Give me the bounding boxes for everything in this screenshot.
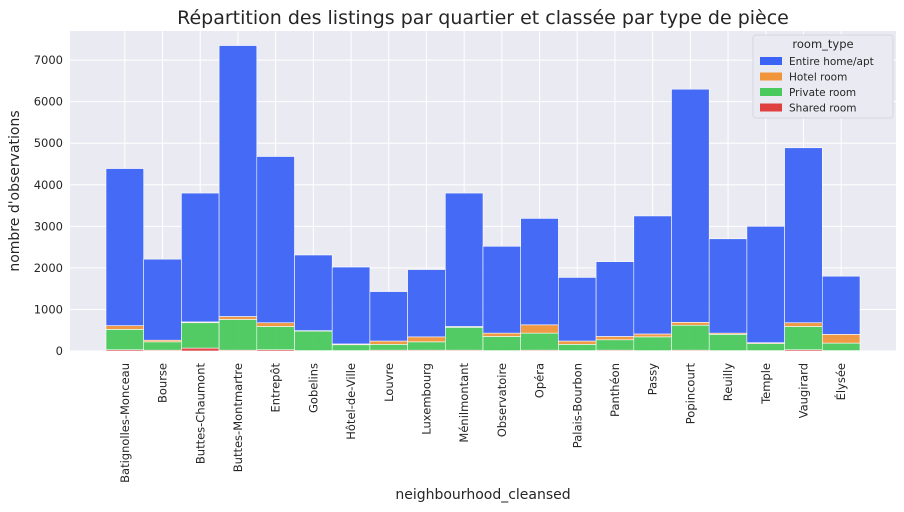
bar-segment-hotel-room bbox=[785, 323, 823, 327]
bar-segment-entire-home-apt bbox=[822, 276, 860, 334]
bar-segment-entire-home-apt bbox=[181, 193, 219, 322]
bar-segment-entire-home-apt bbox=[257, 157, 295, 323]
bar-segment-private-room bbox=[709, 334, 747, 350]
bar-segment-private-room bbox=[370, 344, 408, 350]
y-tick-label: 0 bbox=[56, 344, 63, 358]
bar-segment-private-room bbox=[106, 329, 144, 349]
bar-segment-entire-home-apt bbox=[672, 89, 710, 322]
x-tick-label: Opéra bbox=[533, 363, 547, 398]
bar-segment-entire-home-apt bbox=[106, 169, 144, 326]
bar-segment-hotel-room bbox=[822, 334, 860, 343]
bar-segment-entire-home-apt bbox=[370, 292, 408, 341]
bar-segment-entire-home-apt bbox=[144, 259, 182, 340]
x-tick-label: Élysée bbox=[833, 363, 848, 400]
bar-segment-entire-home-apt bbox=[295, 255, 333, 331]
bar-segment-private-room bbox=[596, 340, 634, 350]
x-tick-label: Palais-Bourbon bbox=[570, 363, 584, 448]
bar-segment-private-room bbox=[408, 342, 446, 350]
bar-segment-entire-home-apt bbox=[709, 239, 747, 333]
legend-title: room_type bbox=[792, 37, 853, 51]
legend-swatch bbox=[760, 104, 782, 112]
y-tick-label: 3000 bbox=[34, 219, 63, 233]
bar-segment-private-room bbox=[332, 345, 370, 351]
y-tick-label: 4000 bbox=[34, 178, 63, 192]
bar-segment-private-room bbox=[785, 326, 823, 349]
x-tick-label: Hôtel-de-Ville bbox=[344, 363, 358, 440]
bar-segment-entire-home-apt bbox=[747, 226, 785, 342]
bar-segment-private-room bbox=[521, 333, 559, 350]
bar-segment-hotel-room bbox=[596, 336, 634, 339]
bar-segment-private-room bbox=[634, 337, 672, 351]
bar-segment-hotel-room bbox=[370, 341, 408, 344]
bar-segment-private-room bbox=[747, 344, 785, 351]
bar-segment-entire-home-apt bbox=[596, 262, 634, 337]
x-tick-label: Popincourt bbox=[683, 363, 697, 425]
bar-segment-entire-home-apt bbox=[785, 148, 823, 323]
y-tick-label: 1000 bbox=[34, 302, 63, 316]
y-axis-label: nombre d'observations bbox=[7, 110, 23, 271]
x-tick-label: Reuilly bbox=[721, 363, 735, 401]
x-tick-label: Batignolles-Monceau bbox=[118, 363, 132, 483]
bar-segment-entire-home-apt bbox=[332, 267, 370, 344]
bar-segment-hotel-room bbox=[483, 333, 521, 336]
x-tick-label: Panthéon bbox=[608, 363, 622, 417]
bar-segment-hotel-room bbox=[257, 323, 295, 327]
bar-segment-private-room bbox=[445, 327, 483, 350]
bar-segment-private-room bbox=[822, 343, 860, 350]
bar-segment-hotel-room bbox=[558, 341, 596, 344]
x-tick-label: Bourse bbox=[156, 363, 170, 403]
legend-swatch bbox=[760, 73, 782, 81]
x-tick-label: Buttes-Montmartre bbox=[231, 363, 245, 472]
legend-label: Entire home/apt bbox=[789, 56, 874, 68]
x-tick-label: Ménilmontant bbox=[457, 363, 471, 443]
x-tick-label: Buttes-Chaumont bbox=[193, 363, 207, 465]
x-tick-label: Luxembourg bbox=[419, 363, 433, 435]
legend-label: Hotel room bbox=[789, 72, 847, 84]
bar-segment-hotel-room bbox=[672, 322, 710, 325]
bar-segment-entire-home-apt bbox=[408, 270, 446, 337]
bar-segment-entire-home-apt bbox=[219, 46, 257, 317]
bar-segment-private-room bbox=[558, 344, 596, 350]
bar-segment-entire-home-apt bbox=[483, 246, 521, 333]
x-tick-label: Observatoire bbox=[495, 363, 509, 437]
chart-title: Répartition des listings par quartier et… bbox=[177, 7, 789, 29]
legend-label: Private room bbox=[789, 87, 856, 99]
bar-segment-entire-home-apt bbox=[634, 216, 672, 334]
legend-swatch bbox=[760, 88, 782, 96]
bar-segment-private-room bbox=[257, 326, 295, 349]
y-tick-label: 5000 bbox=[34, 136, 63, 150]
legend-label: Shared room bbox=[789, 103, 856, 115]
bar-segment-entire-home-apt bbox=[558, 277, 596, 341]
y-tick-label: 6000 bbox=[34, 95, 63, 109]
bar-segment-private-room bbox=[672, 325, 710, 350]
x-tick-label: Gobelins bbox=[306, 363, 320, 413]
bar-segment-entire-home-apt bbox=[521, 218, 559, 324]
bar-segment-entire-home-apt bbox=[445, 193, 483, 326]
bar-segment-hotel-room bbox=[634, 334, 672, 337]
x-tick-label: Louvre bbox=[382, 363, 396, 402]
y-tick-label: 7000 bbox=[34, 53, 63, 67]
x-tick-label: Entrepôt bbox=[269, 363, 283, 413]
bar-segment-private-room bbox=[181, 323, 219, 348]
legend-swatch bbox=[760, 57, 782, 65]
bar-segment-private-room bbox=[295, 331, 333, 351]
bar-segment-hotel-room bbox=[408, 337, 446, 342]
bar-segment-private-room bbox=[219, 319, 257, 350]
y-tick-label: 2000 bbox=[34, 261, 63, 275]
x-tick-label: Temple bbox=[759, 363, 773, 405]
x-tick-label: Passy bbox=[646, 363, 660, 395]
bar-segment-private-room bbox=[483, 336, 521, 350]
bar-segment-hotel-room bbox=[521, 325, 559, 333]
bar-segment-shared-room bbox=[181, 348, 219, 351]
bar-segment-private-room bbox=[144, 342, 182, 350]
x-axis-label: neighbourhood_cleansed bbox=[395, 487, 570, 503]
x-tick-label: Vaugirard bbox=[796, 363, 810, 418]
legend: room_type Entire home/apt Hotel room Priva… bbox=[753, 35, 893, 118]
bar-segment-hotel-room bbox=[106, 326, 144, 330]
bar-segment-hotel-room bbox=[219, 317, 257, 320]
